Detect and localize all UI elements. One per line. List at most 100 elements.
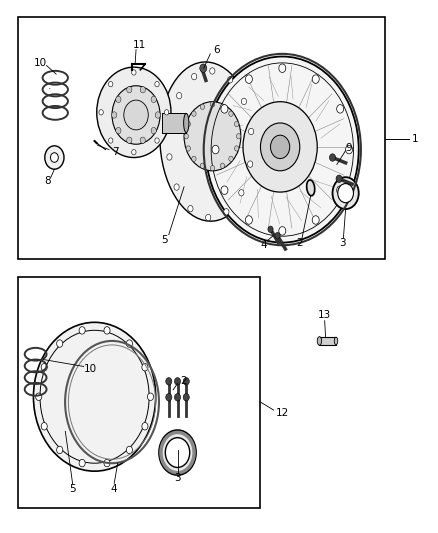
Circle shape <box>332 177 359 209</box>
Circle shape <box>57 340 63 348</box>
Text: 5: 5 <box>69 484 76 494</box>
Circle shape <box>200 163 205 168</box>
Circle shape <box>220 104 225 109</box>
Circle shape <box>245 216 252 224</box>
Text: 3: 3 <box>339 238 346 247</box>
Circle shape <box>50 153 58 163</box>
Circle shape <box>164 110 169 115</box>
Circle shape <box>167 154 172 160</box>
Circle shape <box>191 74 197 80</box>
Ellipse shape <box>160 62 256 221</box>
Bar <box>18 277 261 508</box>
Circle shape <box>183 377 189 385</box>
Circle shape <box>247 161 253 167</box>
Text: 1: 1 <box>412 134 419 144</box>
Circle shape <box>234 146 239 151</box>
Circle shape <box>155 138 159 143</box>
Circle shape <box>184 102 241 171</box>
Text: 3: 3 <box>174 473 181 482</box>
Text: 8: 8 <box>45 176 51 187</box>
Ellipse shape <box>184 114 189 133</box>
Circle shape <box>127 137 132 143</box>
Circle shape <box>268 226 273 232</box>
Circle shape <box>210 102 215 107</box>
Circle shape <box>245 75 252 83</box>
Circle shape <box>104 459 110 467</box>
Circle shape <box>41 364 47 371</box>
Circle shape <box>177 93 182 99</box>
Circle shape <box>184 134 188 139</box>
Circle shape <box>243 102 317 192</box>
Circle shape <box>200 104 205 109</box>
Circle shape <box>188 205 193 212</box>
Circle shape <box>140 86 145 93</box>
Circle shape <box>221 104 228 113</box>
Circle shape <box>186 146 191 151</box>
Circle shape <box>192 156 196 161</box>
Circle shape <box>132 150 136 155</box>
Circle shape <box>165 438 190 467</box>
Circle shape <box>200 64 207 72</box>
Circle shape <box>116 127 121 134</box>
Circle shape <box>337 186 344 195</box>
Circle shape <box>279 64 286 72</box>
Circle shape <box>57 446 63 454</box>
Circle shape <box>99 110 103 115</box>
Text: 12: 12 <box>276 408 289 418</box>
Circle shape <box>155 82 159 87</box>
Circle shape <box>229 156 233 161</box>
Circle shape <box>151 127 156 134</box>
Circle shape <box>234 122 239 127</box>
Circle shape <box>45 146 64 169</box>
Circle shape <box>166 377 172 385</box>
Text: 9: 9 <box>345 143 352 154</box>
Circle shape <box>126 340 132 348</box>
Circle shape <box>312 75 319 83</box>
Circle shape <box>166 393 172 401</box>
Circle shape <box>79 327 85 334</box>
Text: 10: 10 <box>84 364 97 374</box>
Circle shape <box>104 327 110 334</box>
Circle shape <box>174 377 180 385</box>
Circle shape <box>155 112 160 118</box>
Circle shape <box>126 446 132 454</box>
Circle shape <box>159 430 196 475</box>
Text: 2: 2 <box>180 376 187 386</box>
Circle shape <box>248 128 254 135</box>
Text: 4: 4 <box>261 240 267 250</box>
Circle shape <box>279 227 286 235</box>
Ellipse shape <box>317 337 321 345</box>
Circle shape <box>336 175 342 182</box>
Text: 6: 6 <box>213 45 220 54</box>
Circle shape <box>237 134 241 139</box>
Circle shape <box>142 423 148 430</box>
Ellipse shape <box>307 180 315 196</box>
Ellipse shape <box>334 337 338 345</box>
Circle shape <box>220 163 225 168</box>
Circle shape <box>239 190 244 196</box>
Circle shape <box>183 393 189 401</box>
Text: 2: 2 <box>296 238 303 247</box>
Circle shape <box>205 214 211 221</box>
Circle shape <box>112 112 117 118</box>
Circle shape <box>192 111 196 116</box>
Circle shape <box>124 100 148 130</box>
Circle shape <box>186 122 191 127</box>
Circle shape <box>229 111 233 116</box>
Text: 4: 4 <box>110 484 117 494</box>
Circle shape <box>33 322 155 471</box>
Circle shape <box>241 98 247 104</box>
Circle shape <box>210 68 215 74</box>
Circle shape <box>35 393 42 400</box>
Circle shape <box>210 165 215 171</box>
Text: 11: 11 <box>133 41 146 50</box>
Circle shape <box>79 459 85 467</box>
Circle shape <box>140 137 145 143</box>
Circle shape <box>224 208 229 215</box>
Circle shape <box>271 135 290 159</box>
Circle shape <box>109 82 113 87</box>
Circle shape <box>148 393 153 400</box>
Circle shape <box>132 70 136 75</box>
Text: 13: 13 <box>318 310 331 320</box>
Circle shape <box>112 86 160 144</box>
